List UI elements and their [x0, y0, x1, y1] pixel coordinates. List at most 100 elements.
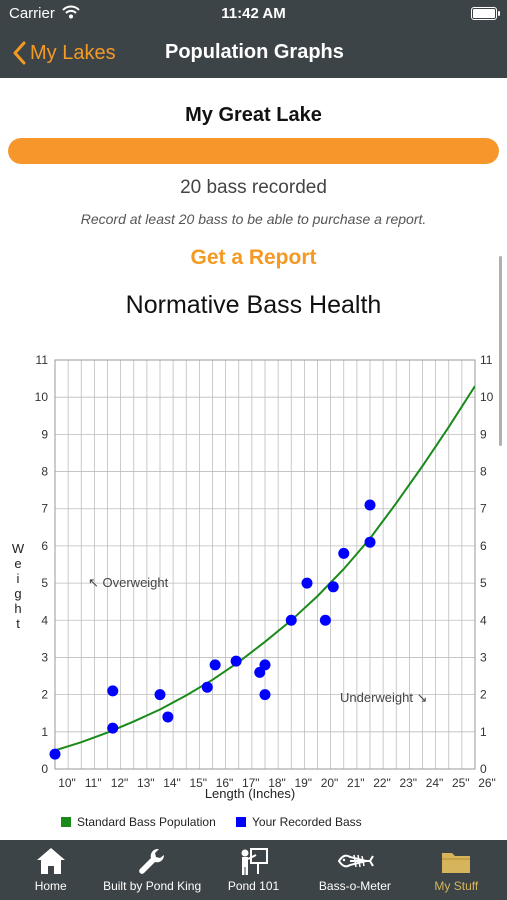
x-tick-label: 12" [111, 776, 129, 790]
tab-home-label: Home [34, 879, 67, 893]
recorded-bass-point [364, 536, 376, 548]
lake-name: My Great Lake [185, 104, 322, 126]
folder-icon [442, 853, 471, 873]
legend-label-recorded: Your Recorded Bass [252, 815, 362, 829]
recorded-bass-point [259, 659, 271, 671]
tab-home[interactable]: Home [0, 840, 101, 900]
tab-pond-101[interactable]: Pond 101 [203, 840, 304, 900]
y-tick-label-right: 1 [480, 725, 487, 739]
y-tick-label-right: 3 [480, 650, 487, 664]
x-tick-label: 14" [163, 776, 181, 790]
recorded-bass-point [259, 689, 271, 701]
tab-built-by-pond-king[interactable]: Built by Pond King [101, 840, 202, 900]
recorded-bass-point [154, 689, 166, 701]
x-tick-label: 24" [426, 776, 444, 790]
overweight-annotation: ↖ Overweight [88, 575, 169, 590]
y-tick-label-left: 1 [41, 725, 48, 739]
tab-bass-o-meter-label: Bass-o-Meter [318, 879, 391, 893]
legend-label-standard: Standard Bass Population [77, 815, 216, 829]
x-tick-label: 16" [216, 776, 234, 790]
tab-bass-o-meter[interactable]: Bass-o-Meter [304, 840, 405, 900]
legend-swatch-recorded [236, 817, 246, 827]
recorded-bass-point [364, 499, 376, 511]
battery-icon [471, 7, 500, 20]
recorded-bass-point [338, 547, 350, 559]
x-tick-label: 23" [399, 776, 417, 790]
carrier-label: Carrier [9, 5, 55, 22]
x-tick-label: 22" [373, 776, 391, 790]
recorded-bass-point [107, 685, 119, 697]
x-tick-label: 21" [347, 776, 365, 790]
main-content: My Great Lake 20 bass recorded Record at… [0, 78, 507, 840]
recorded-bass-point [230, 655, 242, 667]
tab-pond-101-label: Pond 101 [227, 879, 280, 893]
y-tick-label-right: 6 [480, 539, 487, 553]
x-tick-label: 25" [452, 776, 470, 790]
tab-bar: Home Built by Pond King Pond 101 Ba [0, 840, 507, 900]
recorded-bass-point [301, 577, 313, 589]
recorded-bass-point [162, 711, 174, 723]
home-icon [36, 848, 65, 874]
y-tick-label-left: 7 [41, 502, 48, 516]
scroll-indicator[interactable] [499, 256, 502, 446]
progress-fill [8, 138, 499, 164]
y-tick-label-left: 9 [41, 427, 48, 441]
wrench-icon [139, 848, 165, 874]
teacher-icon [241, 848, 268, 875]
y-tick-label-right: 8 [480, 465, 487, 479]
recorded-bass-point [285, 614, 297, 626]
recorded-bass-point [201, 681, 213, 693]
progress-bar [8, 138, 499, 164]
tab-my-stuff[interactable]: My Stuff [406, 840, 507, 900]
y-tick-label-left: 11 [36, 353, 49, 367]
chevron-left-icon [13, 41, 26, 65]
recorded-bass-point [49, 748, 61, 760]
legend-swatch-standard [61, 817, 71, 827]
bass-count: 20 bass recorded [180, 177, 327, 198]
x-tick-label: 20" [321, 776, 339, 790]
y-tick-label-right: 5 [480, 576, 487, 590]
x-tick-label: 19" [294, 776, 312, 790]
chart-title: Normative Bass Health [125, 291, 382, 319]
plot-border [54, 359, 476, 770]
y-tick-label-right: 0 [480, 762, 487, 776]
status-bar: Carrier 11:42 AM [0, 0, 507, 28]
back-label: My Lakes [30, 41, 116, 64]
y-tick-label-right: 2 [480, 688, 487, 702]
x-tick-label: 17" [242, 776, 260, 790]
tab-my-stuff-label: My Stuff [434, 879, 479, 893]
x-tick-label: 10" [58, 776, 76, 790]
x-tick-label: 13" [137, 776, 155, 790]
y-tick-label-left: 6 [41, 539, 48, 553]
y-tick-label-right: 9 [480, 427, 487, 441]
y-tick-label-right: 11 [480, 353, 493, 367]
recorded-bass-point [107, 722, 119, 734]
y-tick-label-left: 8 [41, 465, 48, 479]
status-time: 11:42 AM [221, 5, 286, 22]
y-tick-label-left: 5 [41, 576, 48, 590]
fish-skeleton-icon [337, 854, 374, 868]
y-tick-label-left: 2 [41, 688, 48, 702]
y-tick-label-left: 3 [41, 650, 48, 664]
underweight-annotation: Underweight ↘ [340, 690, 428, 705]
recorded-bass-point [209, 659, 221, 671]
x-axis-label: Length (Inches) [205, 786, 295, 801]
y-tick-label-left: 10 [35, 390, 49, 404]
recorded-bass-point [327, 581, 339, 593]
y-tick-label-left: 4 [41, 613, 48, 627]
navigation-bar: My Lakes Population Graphs [0, 28, 507, 78]
x-tick-label: 15" [189, 776, 207, 790]
tab-built-label: Built by Pond King [103, 879, 202, 893]
wifi-icon [62, 5, 80, 23]
x-tick-label: 18" [268, 776, 286, 790]
x-tick-label: 11" [85, 776, 102, 790]
standard-population-curve [55, 385, 475, 752]
get-report-button[interactable]: Get a Report [190, 246, 317, 269]
y-tick-label-left: 0 [41, 762, 48, 776]
recorded-bass-point [319, 614, 331, 626]
y-tick-label-right: 7 [480, 502, 487, 516]
report-hint: Record at least 20 bass to be able to pu… [80, 211, 427, 227]
back-button[interactable]: My Lakes [12, 38, 116, 68]
